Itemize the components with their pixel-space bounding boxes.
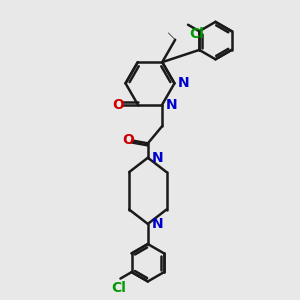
- Text: N: N: [151, 217, 163, 231]
- Text: O: O: [122, 134, 134, 148]
- Text: O: O: [112, 98, 124, 112]
- Text: Cl: Cl: [190, 27, 204, 41]
- Text: Cl: Cl: [112, 281, 126, 296]
- Text: N: N: [178, 76, 190, 90]
- Text: N: N: [151, 151, 163, 165]
- Text: N: N: [166, 98, 177, 112]
